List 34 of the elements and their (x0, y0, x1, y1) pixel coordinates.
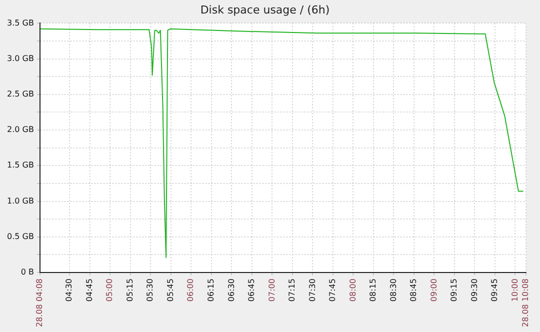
x-tick-label: 05:30 (146, 278, 155, 302)
x-tick-label: 08:00 (348, 278, 358, 302)
x-tick-label: 28.08 04:08 (35, 278, 44, 327)
x-tick-label: 06:45 (247, 278, 256, 302)
y-tick-label: 3.5 GB (7, 18, 34, 28)
x-tick-label: 07:00 (267, 278, 276, 302)
x-tick-label: 05:45 (166, 278, 175, 302)
y-tick-label: 2.5 GB (7, 90, 34, 99)
x-tick-label: 08:45 (409, 278, 418, 302)
y-tick-label: 1.0 GB (7, 196, 34, 206)
x-tick-label: 06:30 (226, 278, 236, 302)
x-tick-label: 09:15 (450, 278, 459, 302)
x-tick-label: 06:00 (186, 278, 196, 302)
x-tick-label: 04:30 (64, 278, 74, 302)
x-tick-label: 10:00 (510, 278, 520, 302)
x-tick-label: 08:30 (388, 278, 398, 302)
y-tick-label: 0 B (20, 268, 34, 277)
x-tick-label: 07:45 (328, 278, 338, 302)
y-tick-label: 2.0 GB (7, 125, 34, 134)
chart-title: Disk space usage / (6h) (200, 3, 330, 16)
x-tick-label: 09:45 (490, 278, 500, 302)
x-tick-label: 05:00 (105, 278, 114, 302)
x-tick-label: 05:15 (125, 278, 134, 302)
x-tick-label: 06:15 (206, 278, 216, 302)
y-tick-label: 1.5 GB (7, 160, 34, 170)
x-tick-label: 08:15 (368, 278, 378, 302)
y-tick-label: 3.0 GB (7, 54, 34, 63)
x-tick-label: 09:30 (470, 278, 479, 302)
x-tick-label: 28.08 10:08 (521, 278, 530, 327)
y-tick-label: 0.5 GB (7, 232, 34, 241)
x-tick-label: 09:00 (429, 278, 438, 302)
x-tick-label: 07:15 (288, 278, 297, 302)
x-tick-label: 04:45 (84, 278, 94, 302)
x-tick-label: 07:30 (308, 278, 317, 302)
